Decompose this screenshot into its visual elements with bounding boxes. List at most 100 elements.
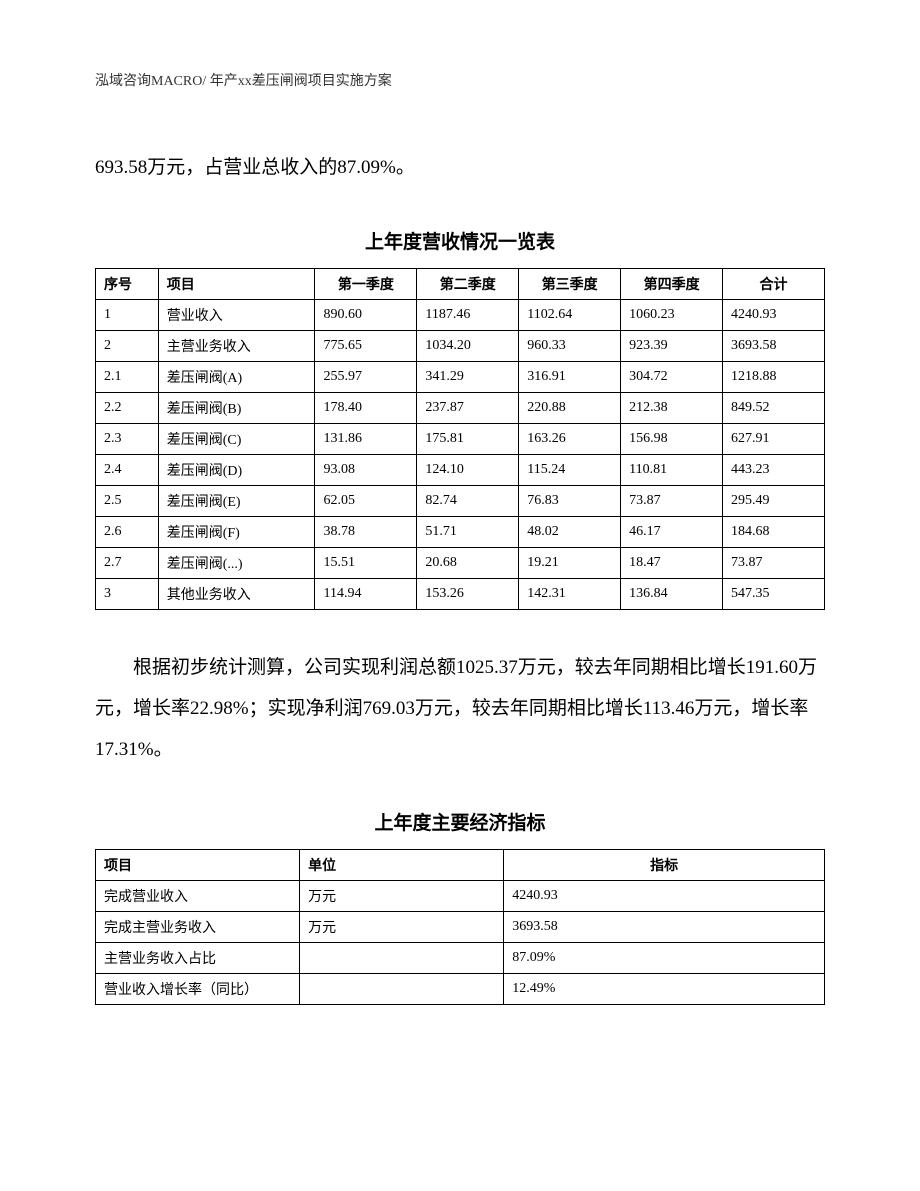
- table-cell: [300, 943, 504, 974]
- table-cell: 1187.46: [417, 299, 519, 330]
- table-cell: 76.83: [519, 485, 621, 516]
- table1-header-cell: 项目: [158, 268, 315, 299]
- table-cell: 差压闸阀(F): [158, 516, 315, 547]
- table-cell: 115.24: [519, 454, 621, 485]
- table-cell: 2.1: [96, 361, 159, 392]
- table-cell: 849.52: [723, 392, 825, 423]
- table-cell: 890.60: [315, 299, 417, 330]
- table-cell: 341.29: [417, 361, 519, 392]
- table-cell: 差压闸阀(A): [158, 361, 315, 392]
- table1-header-cell: 第三季度: [519, 268, 621, 299]
- table2-title: 上年度主要经济指标: [95, 808, 825, 835]
- table-cell: 差压闸阀(B): [158, 392, 315, 423]
- table-cell: 2.7: [96, 547, 159, 578]
- table-cell: 316.91: [519, 361, 621, 392]
- table-cell: 775.65: [315, 330, 417, 361]
- table-cell: 2.5: [96, 485, 159, 516]
- table-cell: 153.26: [417, 578, 519, 609]
- table-row: 2主营业务收入775.651034.20960.33923.393693.58: [96, 330, 825, 361]
- table-cell: 其他业务收入: [158, 578, 315, 609]
- table1-header-cell: 第四季度: [621, 268, 723, 299]
- table-row: 1营业收入890.601187.461102.641060.234240.93: [96, 299, 825, 330]
- table-cell: 156.98: [621, 423, 723, 454]
- table-row: 完成主营业务收入万元3693.58: [96, 912, 825, 943]
- table-cell: 184.68: [723, 516, 825, 547]
- table1-header-row: 序号 项目 第一季度 第二季度 第三季度 第四季度 合计: [96, 268, 825, 299]
- table-cell: 主营业务收入: [158, 330, 315, 361]
- table-cell: 18.47: [621, 547, 723, 578]
- table1-header-cell: 序号: [96, 268, 159, 299]
- table-cell: 完成主营业务收入: [96, 912, 300, 943]
- table1-title: 上年度营收情况一览表: [95, 227, 825, 254]
- table-cell: 19.21: [519, 547, 621, 578]
- table-cell: 73.87: [723, 547, 825, 578]
- table-cell: 20.68: [417, 547, 519, 578]
- table-cell: 443.23: [723, 454, 825, 485]
- table-row: 营业收入增长率（同比）12.49%: [96, 974, 825, 1005]
- table-row: 3其他业务收入114.94153.26142.31136.84547.35: [96, 578, 825, 609]
- table-cell: 114.94: [315, 578, 417, 609]
- document-page: 泓域咨询MACRO/ 年产xx差压闸阀项目实施方案 693.58万元，占营业总收…: [0, 0, 920, 1093]
- table2-header-cell: 指标: [504, 850, 825, 881]
- table-cell: 12.49%: [504, 974, 825, 1005]
- table-cell: [300, 974, 504, 1005]
- table-cell: 1: [96, 299, 159, 330]
- table-cell: 差压闸阀(...): [158, 547, 315, 578]
- table1-header-cell: 第一季度: [315, 268, 417, 299]
- table-cell: 93.08: [315, 454, 417, 485]
- table2-header-row: 项目 单位 指标: [96, 850, 825, 881]
- table-cell: 923.39: [621, 330, 723, 361]
- table-cell: 差压闸阀(D): [158, 454, 315, 485]
- table-cell: 1218.88: [723, 361, 825, 392]
- table-cell: 2.4: [96, 454, 159, 485]
- table-cell: 178.40: [315, 392, 417, 423]
- table-cell: 2: [96, 330, 159, 361]
- table-cell: 营业收入: [158, 299, 315, 330]
- table-cell: 48.02: [519, 516, 621, 547]
- table-row: 2.2差压闸阀(B)178.40237.87220.88212.38849.52: [96, 392, 825, 423]
- table-row: 完成营业收入万元4240.93: [96, 881, 825, 912]
- table-cell: 142.31: [519, 578, 621, 609]
- table-cell: 3693.58: [504, 912, 825, 943]
- table-cell: 1060.23: [621, 299, 723, 330]
- table-cell: 主营业务收入占比: [96, 943, 300, 974]
- table1-header-cell: 第二季度: [417, 268, 519, 299]
- table-cell: 175.81: [417, 423, 519, 454]
- table-cell: 163.26: [519, 423, 621, 454]
- table2-header-cell: 项目: [96, 850, 300, 881]
- table-cell: 220.88: [519, 392, 621, 423]
- table2-header-cell: 单位: [300, 850, 504, 881]
- table-cell: 2.2: [96, 392, 159, 423]
- analysis-paragraph: 根据初步统计测算，公司实现利润总额1025.37万元，较去年同期相比增长191.…: [95, 648, 825, 771]
- table-cell: 295.49: [723, 485, 825, 516]
- table-cell: 万元: [300, 912, 504, 943]
- table-cell: 255.97: [315, 361, 417, 392]
- table-cell: 46.17: [621, 516, 723, 547]
- table-cell: 4240.93: [723, 299, 825, 330]
- table1-header-cell: 合计: [723, 268, 825, 299]
- table-cell: 差压闸阀(E): [158, 485, 315, 516]
- table-row: 2.4差压闸阀(D)93.08124.10115.24110.81443.23: [96, 454, 825, 485]
- table-cell: 87.09%: [504, 943, 825, 974]
- table-cell: 4240.93: [504, 881, 825, 912]
- table-cell: 237.87: [417, 392, 519, 423]
- table-cell: 131.86: [315, 423, 417, 454]
- table-cell: 3693.58: [723, 330, 825, 361]
- table-row: 2.3差压闸阀(C)131.86175.81163.26156.98627.91: [96, 423, 825, 454]
- table-cell: 3: [96, 578, 159, 609]
- table-cell: 1102.64: [519, 299, 621, 330]
- table-cell: 2.3: [96, 423, 159, 454]
- table-cell: 627.91: [723, 423, 825, 454]
- table-cell: 110.81: [621, 454, 723, 485]
- indicator-table: 项目 单位 指标 完成营业收入万元4240.93完成主营业务收入万元3693.5…: [95, 849, 825, 1005]
- table-cell: 73.87: [621, 485, 723, 516]
- table-cell: 差压闸阀(C): [158, 423, 315, 454]
- intro-paragraph: 693.58万元，占营业总收入的87.09%。: [95, 148, 825, 189]
- table-cell: 960.33: [519, 330, 621, 361]
- table-cell: 万元: [300, 881, 504, 912]
- table-cell: 51.71: [417, 516, 519, 547]
- page-header: 泓域咨询MACRO/ 年产xx差压闸阀项目实施方案: [95, 70, 825, 90]
- table-cell: 2.6: [96, 516, 159, 547]
- table-cell: 547.35: [723, 578, 825, 609]
- table-cell: 38.78: [315, 516, 417, 547]
